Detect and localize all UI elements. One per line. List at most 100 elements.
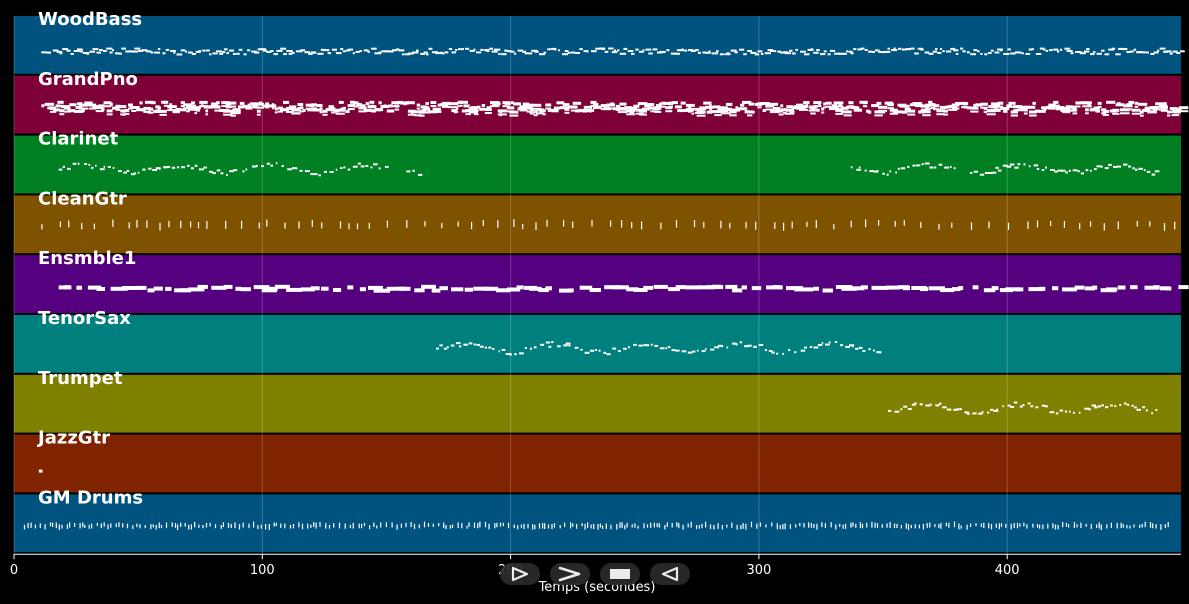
note: [740, 103, 745, 107]
note: [556, 101, 565, 105]
note: [887, 107, 894, 110]
note: [130, 173, 135, 176]
rewind-button[interactable]: [650, 563, 690, 585]
note: [167, 109, 177, 112]
note: [345, 110, 350, 113]
note: [422, 111, 431, 114]
note: [388, 50, 394, 53]
note: [1176, 52, 1181, 54]
note: [425, 102, 429, 105]
note: [238, 48, 243, 51]
note: [1053, 48, 1059, 51]
track-label: CleanGtr: [38, 188, 127, 209]
note: [55, 108, 61, 111]
note: [348, 223, 350, 230]
note: [307, 108, 316, 112]
note: [55, 522, 57, 529]
note: [257, 525, 259, 530]
note: [677, 109, 686, 113]
note: [712, 284, 722, 289]
note: [502, 105, 510, 108]
note: [1147, 110, 1157, 114]
note: [980, 523, 982, 527]
note: [981, 411, 984, 414]
note: [804, 346, 807, 349]
note: [455, 342, 461, 345]
note: [95, 110, 104, 113]
note: [562, 53, 568, 56]
note: [617, 111, 628, 114]
track-lane: [14, 135, 1181, 194]
note: [62, 165, 65, 168]
note: [559, 288, 572, 293]
note: [823, 50, 827, 53]
note: [1133, 524, 1135, 528]
note: [365, 102, 369, 106]
note: [198, 50, 202, 53]
note: [869, 170, 874, 173]
note: [412, 51, 419, 54]
note: [838, 52, 844, 55]
note: [145, 100, 154, 104]
note: [547, 48, 551, 51]
note: [750, 521, 753, 528]
note: [565, 342, 571, 345]
note: [748, 102, 755, 106]
note: [427, 110, 438, 114]
note: [202, 49, 206, 52]
note: [165, 286, 172, 291]
note: [591, 50, 597, 53]
note: [235, 110, 241, 114]
note: [881, 110, 886, 114]
note: [221, 51, 226, 54]
note: [227, 105, 237, 108]
note: [788, 349, 791, 352]
note: [449, 525, 451, 529]
note: [701, 523, 703, 529]
stop-button[interactable]: [600, 563, 640, 585]
note: [697, 51, 701, 54]
note: [280, 108, 290, 112]
note: [668, 101, 673, 105]
x-tick-label: 0: [10, 563, 18, 578]
note: [1103, 223, 1105, 231]
note: [930, 107, 936, 109]
note: [169, 107, 173, 110]
note: [1149, 522, 1152, 528]
note: [44, 524, 46, 530]
note: [1121, 48, 1128, 51]
note: [319, 522, 321, 527]
note: [205, 109, 209, 113]
note: [589, 288, 601, 292]
note: [445, 104, 448, 108]
note: [654, 111, 662, 113]
note: [553, 48, 557, 51]
note: [158, 522, 160, 529]
note: [629, 111, 634, 114]
note: [584, 351, 590, 354]
note: [112, 219, 114, 227]
note: [313, 108, 322, 112]
note: [153, 286, 163, 291]
note: [477, 523, 479, 529]
note: [990, 408, 994, 411]
note: [1167, 110, 1171, 114]
note: [321, 222, 323, 229]
note: [526, 110, 533, 113]
note: [201, 104, 204, 108]
note: [1036, 220, 1039, 228]
note: [1174, 111, 1181, 114]
note: [771, 522, 773, 527]
note: [459, 100, 468, 104]
note: [497, 113, 507, 116]
note: [1085, 112, 1089, 115]
note: [879, 351, 882, 354]
play-button[interactable]: [500, 563, 540, 585]
note: [64, 106, 71, 110]
note: [48, 51, 51, 54]
note: [473, 522, 476, 528]
fast-forward-button[interactable]: [550, 563, 590, 585]
note: [1073, 522, 1075, 528]
note: [203, 166, 207, 169]
note: [1163, 223, 1166, 231]
